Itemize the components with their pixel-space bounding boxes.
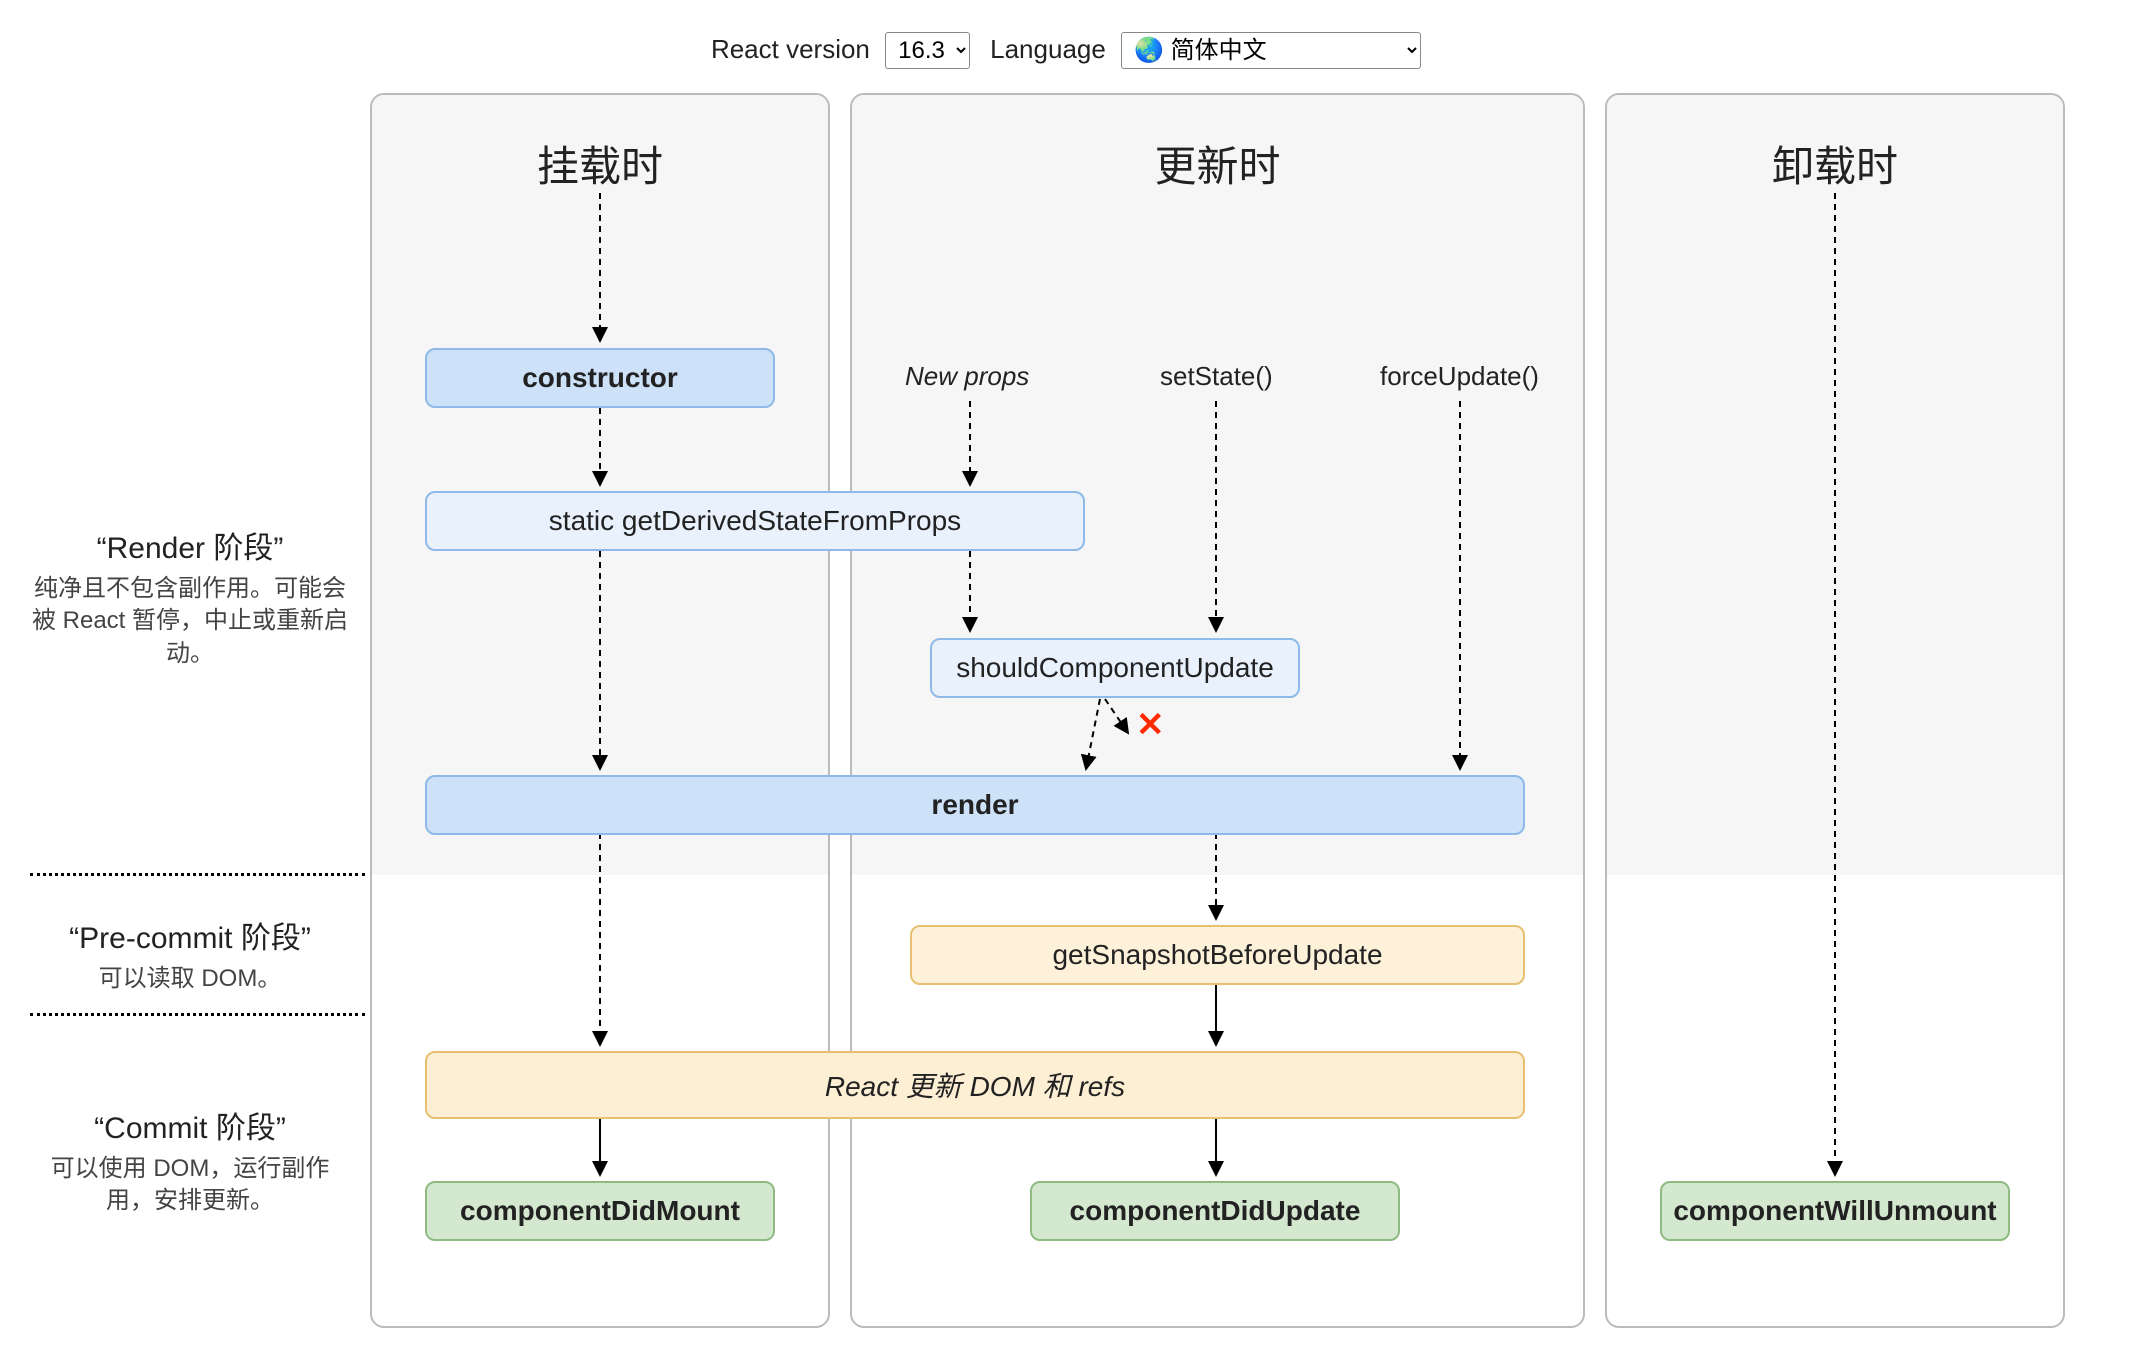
controls-bar: React version 16.3 Language 🌏 简体中文 xyxy=(30,20,2102,93)
box-render[interactable]: render xyxy=(425,775,1525,835)
phase-render-side: “Render 阶段” 纯净且不包含副作用。可能会被 React 暂停，中止或重… xyxy=(30,523,350,670)
render-bg xyxy=(1607,95,2063,875)
trigger-new-props: New props xyxy=(905,361,1029,392)
trigger-set-state: setState() xyxy=(1160,361,1273,392)
divider-2 xyxy=(30,1013,365,1016)
render-bg xyxy=(372,95,828,875)
react-version-label: React version xyxy=(711,34,870,64)
box-cdu[interactable]: componentDidUpdate xyxy=(1030,1181,1400,1241)
column-update-title: 更新时 xyxy=(852,133,1583,194)
phase-commit-label: “Commit 阶段” xyxy=(30,1103,350,1147)
lifecycle-diagram: “Render 阶段” 纯净且不包含副作用。可能会被 React 暂停，中止或重… xyxy=(30,93,2102,1328)
box-cdm[interactable]: componentDidMount xyxy=(425,1181,775,1241)
column-update: 更新时 xyxy=(850,93,1585,1328)
phase-commit-side: “Commit 阶段” 可以使用 DOM，运行副作用，安排更新。 xyxy=(30,1103,350,1218)
box-update-dom: React 更新 DOM 和 refs xyxy=(425,1051,1525,1119)
box-constructor[interactable]: constructor xyxy=(425,348,775,408)
phase-render-desc: 纯净且不包含副作用。可能会被 React 暂停，中止或重新启动。 xyxy=(30,573,350,670)
box-gdsfp[interactable]: static getDerivedStateFromProps xyxy=(425,491,1085,551)
phase-precommit-desc: 可以读取 DOM。 xyxy=(30,963,350,995)
column-mount-title: 挂载时 xyxy=(372,133,828,194)
phase-precommit-label: “Pre-commit 阶段” xyxy=(30,913,350,957)
trigger-force-update: forceUpdate() xyxy=(1380,361,1539,392)
render-bg xyxy=(852,95,1583,875)
box-cwu[interactable]: componentWillUnmount xyxy=(1660,1181,2010,1241)
language-control: Language 🌏 简体中文 xyxy=(990,32,1421,69)
box-gsbu[interactable]: getSnapshotBeforeUpdate xyxy=(910,925,1525,985)
column-mount: 挂载时 xyxy=(370,93,830,1328)
column-unmount-title: 卸载时 xyxy=(1607,133,2063,194)
react-version-select[interactable]: 16.3 xyxy=(885,32,970,69)
language-select[interactable]: 🌏 简体中文 xyxy=(1121,32,1421,69)
phase-render-label: “Render 阶段” xyxy=(30,523,350,567)
react-version-control: React version 16.3 xyxy=(711,32,970,69)
column-unmount: 卸载时 xyxy=(1605,93,2065,1328)
cross-icon: ✕ xyxy=(1136,705,1165,745)
phase-precommit-side: “Pre-commit 阶段” 可以读取 DOM。 xyxy=(30,913,350,995)
phase-commit-desc: 可以使用 DOM，运行副作用，安排更新。 xyxy=(30,1153,350,1218)
language-label: Language xyxy=(990,34,1106,64)
box-scu[interactable]: shouldComponentUpdate xyxy=(930,638,1300,698)
divider-1 xyxy=(30,873,365,876)
